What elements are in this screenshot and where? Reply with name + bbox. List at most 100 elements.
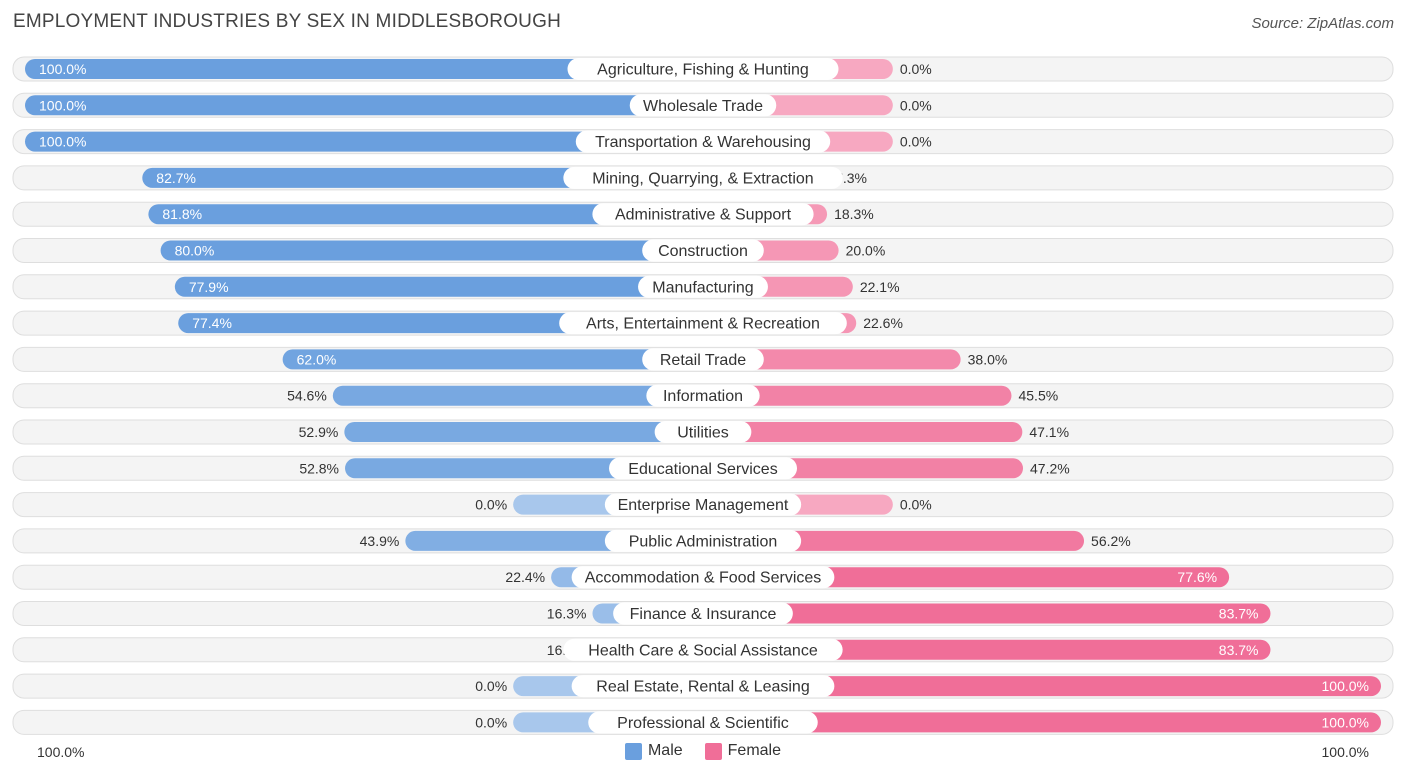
legend-swatch-male: [624, 742, 642, 760]
value-label-male: 80.0%: [175, 243, 215, 259]
category-label: Administrative & Support: [615, 207, 792, 224]
value-label-female: 0.0%: [900, 61, 932, 77]
value-label-female: 38.0%: [968, 351, 1008, 367]
value-label-male: 0.0%: [475, 714, 507, 730]
category-label: Mining, Quarrying, & Extraction: [592, 170, 813, 187]
value-label-male: 77.4%: [192, 315, 232, 331]
category-label: Information: [663, 388, 743, 405]
bar-male: [148, 204, 703, 225]
value-label-female: 83.7%: [1219, 642, 1259, 658]
category-label-bg: [629, 94, 777, 117]
value-label-female: 20.0%: [846, 243, 886, 259]
category-label: Enterprise Management: [618, 497, 789, 514]
bar-female: [703, 676, 1381, 697]
category-label-bg: [588, 711, 818, 734]
category-label-bg: [642, 348, 764, 371]
category-label-bg: [638, 275, 768, 298]
legend-swatch-female: [704, 742, 722, 760]
value-label-female: 47.2%: [1030, 460, 1070, 476]
bar-male: [25, 95, 703, 116]
value-label-male: 100.0%: [39, 134, 86, 150]
value-label-male: 77.9%: [189, 279, 229, 295]
category-label: Finance & Insurance: [630, 606, 777, 623]
value-label-female: 18.3%: [834, 206, 874, 222]
value-label-male: 82.7%: [156, 170, 196, 186]
bar-male: [174, 276, 703, 297]
category-label: Health Care & Social Assistance: [588, 642, 818, 659]
category-label: Manufacturing: [652, 279, 753, 296]
bar-female: [703, 639, 1271, 660]
value-label-male: 43.9%: [360, 533, 400, 549]
legend: Male Female: [0, 742, 1406, 760]
bar-female: [703, 385, 1012, 406]
category-label-bg: [567, 58, 839, 80]
category-label-bg: [592, 203, 814, 226]
value-label-female: 0.0%: [900, 134, 932, 150]
chart-source: Source: ZipAtlas.com: [1251, 15, 1394, 32]
category-label: Wholesale Trade: [643, 98, 763, 115]
category-label-bg: [571, 566, 835, 589]
value-label-female: 77.6%: [1177, 569, 1217, 585]
value-label-female: 83.7%: [1219, 606, 1259, 622]
bar-female: [703, 349, 961, 370]
category-label: Arts, Entertainment & Recreation: [586, 316, 820, 333]
value-label-male: 52.9%: [299, 424, 339, 440]
value-label-male: 22.4%: [505, 569, 545, 585]
category-label-bg: [563, 166, 843, 189]
legend-item-male: Male: [624, 742, 683, 760]
category-label: Agriculture, Fishing & Hunting: [597, 62, 809, 79]
category-label-bg: [559, 312, 847, 335]
legend-label-male: Male: [647, 742, 683, 759]
legend-label-female: Female: [727, 742, 782, 759]
category-label: Professional & Scientific: [617, 715, 789, 732]
category-label: Accommodation & Food Services: [585, 570, 822, 587]
bar-male: [25, 131, 703, 152]
category-label-bg: [609, 457, 797, 480]
value-label-male: 62.0%: [297, 351, 337, 367]
value-label-male: 0.0%: [475, 497, 507, 513]
bar-male: [160, 240, 704, 261]
bar-male: [142, 167, 703, 188]
value-label-female: 56.2%: [1091, 533, 1131, 549]
value-label-female: 47.1%: [1029, 424, 1069, 440]
value-label-female: 100.0%: [1322, 678, 1369, 694]
bar-female: [703, 567, 1230, 588]
bar-female: [703, 712, 1381, 733]
category-label-bg: [646, 384, 760, 407]
category-label-bg: [613, 602, 793, 625]
chart-title: EMPLOYMENT INDUSTRIES BY SEX IN MIDDLESB…: [13, 11, 561, 32]
value-label-male: 54.6%: [287, 388, 327, 404]
axis-right-label: 100.0%: [1321, 744, 1369, 760]
category-label: Educational Services: [628, 461, 777, 478]
category-label-bg: [575, 130, 831, 153]
value-label-male: 0.0%: [475, 678, 507, 694]
value-label-female: 22.6%: [863, 315, 903, 331]
bar-male: [282, 349, 703, 370]
value-label-female: 0.0%: [900, 97, 932, 113]
value-label-female: 0.0%: [900, 497, 932, 513]
axis-left-label: 100.0%: [37, 744, 85, 760]
bar-female: [703, 422, 1023, 442]
category-label-bg: [604, 493, 802, 516]
category-label-bg: [604, 529, 802, 552]
value-label-female: 100.0%: [1322, 714, 1369, 730]
bar-male: [332, 385, 703, 406]
bar-female: [703, 603, 1271, 624]
category-label: Construction: [658, 243, 748, 260]
value-label-male: 16.3%: [547, 606, 587, 622]
category-label: Real Estate, Rental & Leasing: [596, 679, 809, 696]
legend-item-female: Female: [704, 742, 782, 760]
category-label-bg: [571, 675, 835, 698]
category-label: Public Administration: [629, 533, 778, 550]
category-label-bg: [642, 239, 764, 262]
value-label-male: 52.8%: [299, 460, 339, 476]
category-label: Retail Trade: [660, 352, 746, 369]
value-label-female: 45.5%: [1018, 388, 1058, 404]
category-label-bg: [563, 638, 843, 661]
category-label: Utilities: [677, 425, 729, 442]
value-label-female: 22.1%: [860, 279, 900, 295]
value-label-male: 100.0%: [39, 97, 86, 113]
value-label-male: 81.8%: [162, 206, 202, 222]
bar-male: [344, 422, 703, 442]
